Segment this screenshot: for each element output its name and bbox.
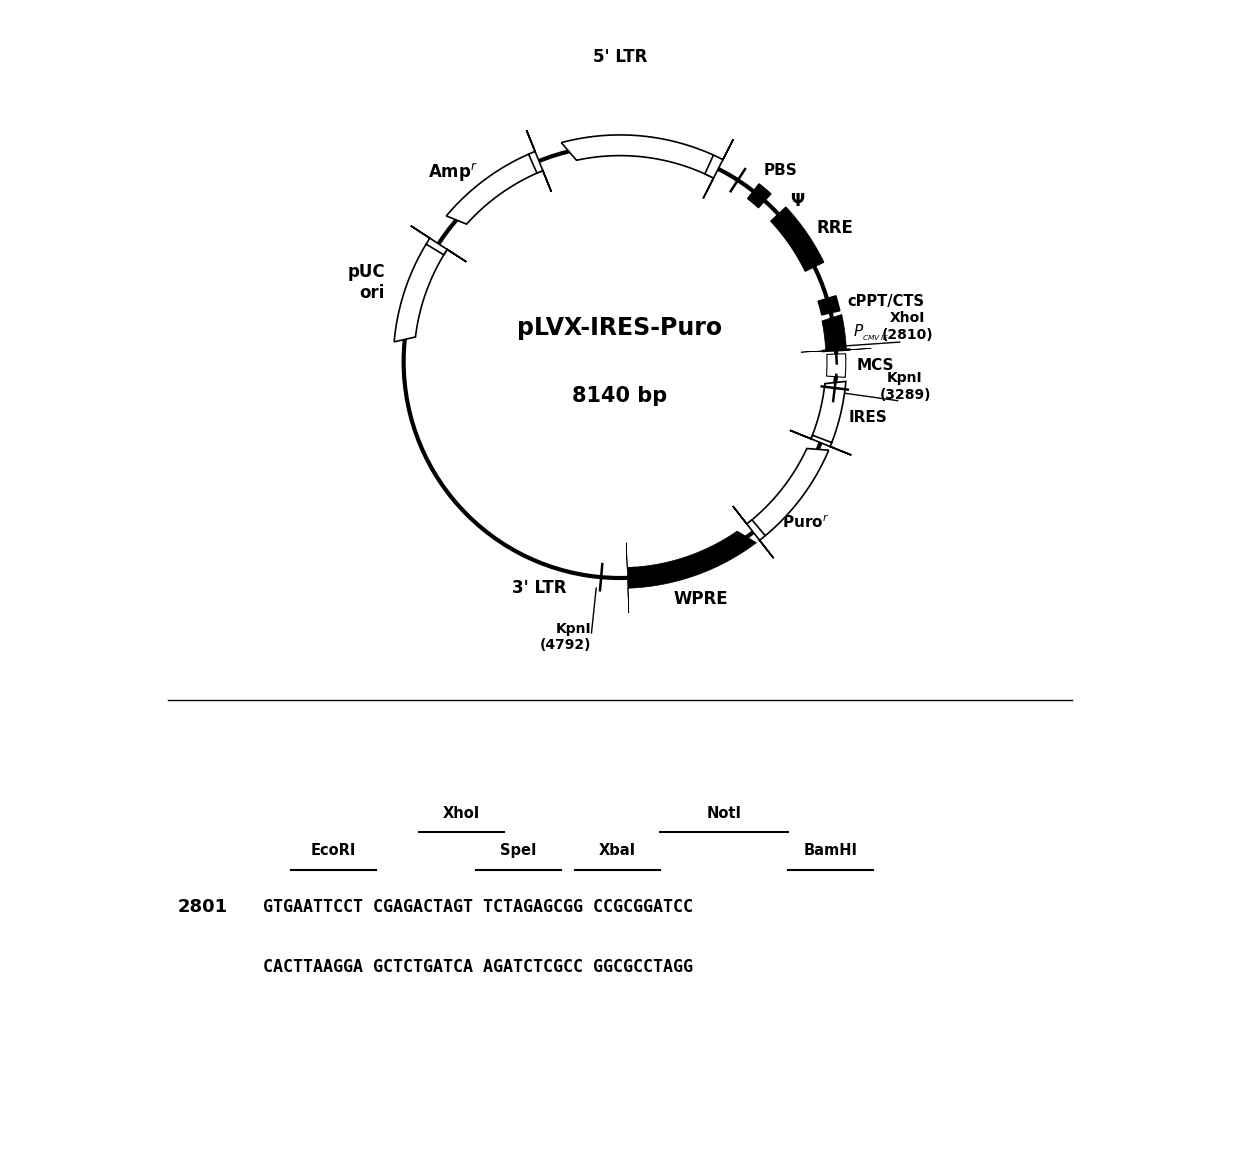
Polygon shape: [771, 207, 823, 272]
Text: WPRE: WPRE: [673, 591, 728, 608]
Text: XhoI: XhoI: [443, 806, 480, 821]
Text: cPPT/CTS: cPPT/CTS: [847, 295, 924, 310]
Text: MCS: MCS: [857, 358, 894, 373]
Polygon shape: [394, 244, 448, 342]
Text: pUC
ori: pUC ori: [347, 264, 384, 302]
Text: RRE: RRE: [817, 218, 853, 237]
Polygon shape: [748, 184, 771, 208]
Polygon shape: [746, 449, 828, 535]
Text: 8140 bp: 8140 bp: [573, 385, 667, 406]
Polygon shape: [562, 135, 713, 178]
Text: Ψ: Ψ: [790, 192, 805, 210]
Text: XhoI
(2810): XhoI (2810): [882, 311, 932, 341]
Polygon shape: [446, 154, 543, 224]
Polygon shape: [627, 531, 756, 587]
Polygon shape: [811, 381, 846, 443]
Text: XbaI: XbaI: [599, 844, 636, 859]
Text: $\mathit{P}_{_{\mathit{CMV\,IE}}}$: $\mathit{P}_{_{\mathit{CMV\,IE}}}$: [853, 323, 889, 343]
Polygon shape: [818, 296, 839, 316]
Text: pLVX-IRES-Puro: pLVX-IRES-Puro: [517, 316, 723, 340]
Text: Amp$^r$: Amp$^r$: [428, 162, 477, 184]
Text: 5' LTR: 5' LTR: [593, 49, 647, 66]
Polygon shape: [801, 348, 872, 353]
Text: IRES: IRES: [848, 409, 887, 424]
Text: KpnI
(3289): KpnI (3289): [879, 371, 931, 401]
Polygon shape: [703, 140, 733, 199]
Text: CACTTAAGGA GCTCTGATCA AGATCTCGCC GGCGCCTAGG: CACTTAAGGA GCTCTGATCA AGATCTCGCC GGCGCCT…: [263, 958, 692, 977]
Text: SpeI: SpeI: [500, 844, 537, 859]
Text: Puro$^r$: Puro$^r$: [781, 514, 828, 532]
Text: 3' LTR: 3' LTR: [512, 579, 567, 596]
Polygon shape: [826, 354, 846, 377]
Polygon shape: [410, 225, 466, 261]
Text: BamHI: BamHI: [804, 844, 858, 859]
Text: KpnI
(4792): KpnI (4792): [539, 622, 591, 652]
Text: PBS: PBS: [764, 163, 797, 178]
Text: EcoRI: EcoRI: [311, 844, 356, 859]
Polygon shape: [626, 542, 636, 613]
Polygon shape: [790, 430, 852, 455]
Text: GTGAATTCCT CGAGACTAGT TCTAGAGCGG CCGCGGATCC: GTGAATTCCT CGAGACTAGT TCTAGAGCGG CCGCGGA…: [263, 898, 692, 917]
Polygon shape: [733, 506, 774, 558]
Text: 2801: 2801: [177, 898, 228, 917]
Polygon shape: [527, 131, 552, 192]
Text: NotI: NotI: [707, 806, 742, 821]
Polygon shape: [822, 314, 846, 351]
